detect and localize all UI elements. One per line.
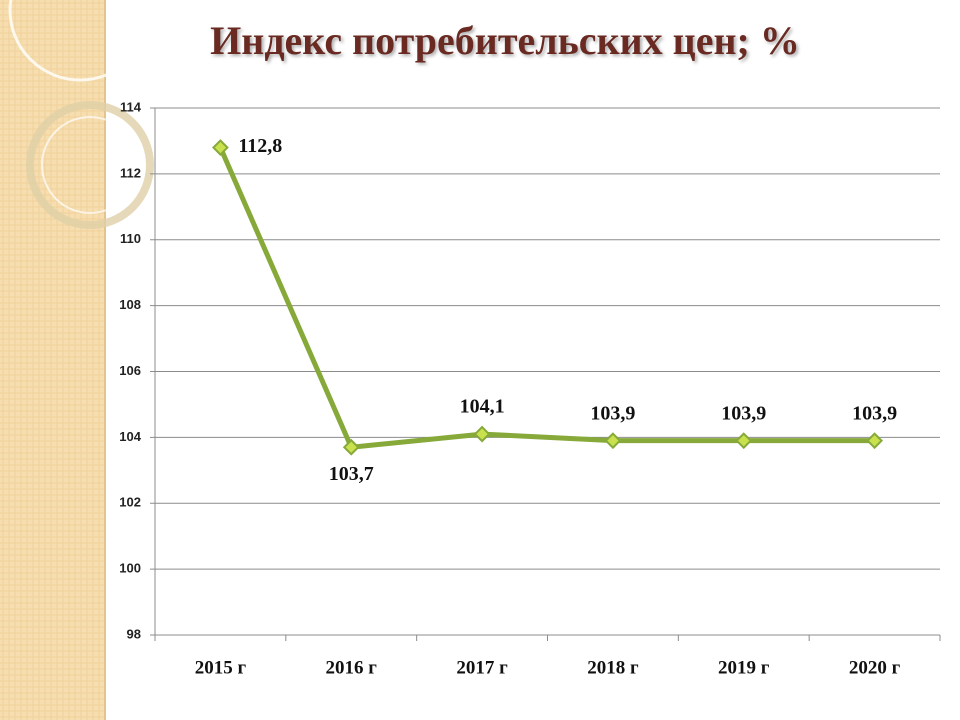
- x-tick-label: 2018 г: [587, 657, 639, 678]
- marker: [735, 432, 753, 450]
- value-label: 103,9: [590, 402, 635, 424]
- value-label: 103,9: [852, 402, 897, 424]
- marker: [342, 438, 360, 456]
- y-tick-label: 104: [119, 429, 141, 444]
- marker: [473, 425, 491, 443]
- y-tick-label: 106: [119, 363, 141, 378]
- side-decoration: [0, 0, 154, 720]
- y-tick-label: 112: [120, 165, 141, 180]
- marker: [212, 139, 229, 156]
- marker: [604, 432, 622, 450]
- y-tick-label: 108: [119, 297, 141, 312]
- value-label: 103,7: [329, 463, 374, 485]
- x-tick-label: 2019 г: [718, 657, 770, 678]
- line: [218, 146, 875, 450]
- marker: [866, 432, 883, 450]
- value-label: 104,1: [460, 396, 505, 418]
- x-tick-label: 2020 г: [849, 657, 901, 678]
- x-tick-label: 2017 г: [456, 657, 508, 678]
- value-label: 103,9: [721, 402, 766, 424]
- x-tick-label: 2015 г: [195, 657, 247, 678]
- value-label: 112,8: [238, 135, 282, 157]
- y-tick-label: 102: [119, 495, 141, 510]
- y-tick-label: 110: [120, 231, 141, 246]
- y-tick-label: 100: [119, 561, 141, 576]
- chart-title: Индекс потребительских цен; %: [210, 18, 800, 63]
- y-tick-label: 114: [120, 99, 142, 114]
- x-tick-label: 2016 г: [326, 657, 378, 678]
- y-tick-label: 98: [127, 626, 141, 641]
